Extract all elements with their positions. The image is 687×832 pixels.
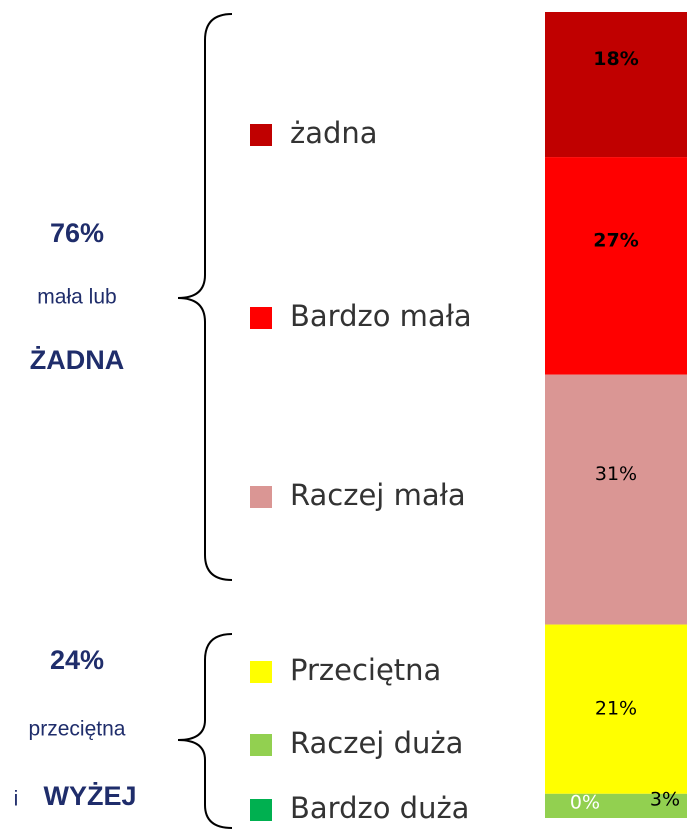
legend-swatch xyxy=(250,661,272,683)
legend-swatch xyxy=(250,799,272,821)
legend-label: żadna xyxy=(290,116,378,150)
legend-label: Raczej mała xyxy=(290,478,466,512)
legend-swatch xyxy=(250,734,272,756)
data-label: 18% xyxy=(593,48,638,70)
bar-segment xyxy=(545,624,687,794)
upper-brace xyxy=(177,13,233,581)
data-label: 27% xyxy=(593,229,638,251)
legend-swatch xyxy=(250,486,272,508)
upper-percent: 76% xyxy=(50,218,104,248)
legend-label: Bardzo duża xyxy=(290,791,469,825)
lower-percent: 24% xyxy=(50,645,104,675)
data-label: 21% xyxy=(595,698,637,720)
legend-label: Przeciętna xyxy=(290,653,441,687)
lower-text: przeciętna xyxy=(29,718,126,741)
lower-brace xyxy=(177,633,233,829)
upper-word: ŻADNA xyxy=(30,345,125,375)
data-label: 3% xyxy=(650,789,680,811)
legend-label: Bardzo mała xyxy=(290,299,472,333)
bar-segment xyxy=(545,12,687,158)
upper-text: mała lub xyxy=(37,286,116,309)
lower-word: WYŻEJ xyxy=(43,781,136,811)
bar-segment xyxy=(545,793,687,818)
legend-swatch xyxy=(250,307,272,329)
legend-swatch xyxy=(250,124,272,146)
data-label: 0% xyxy=(570,792,600,814)
legend-label: Raczej duża xyxy=(290,726,463,760)
bar-segment xyxy=(545,374,687,625)
bar-segment xyxy=(545,157,687,375)
data-label: 31% xyxy=(595,463,637,485)
lower-i: i xyxy=(14,788,19,811)
